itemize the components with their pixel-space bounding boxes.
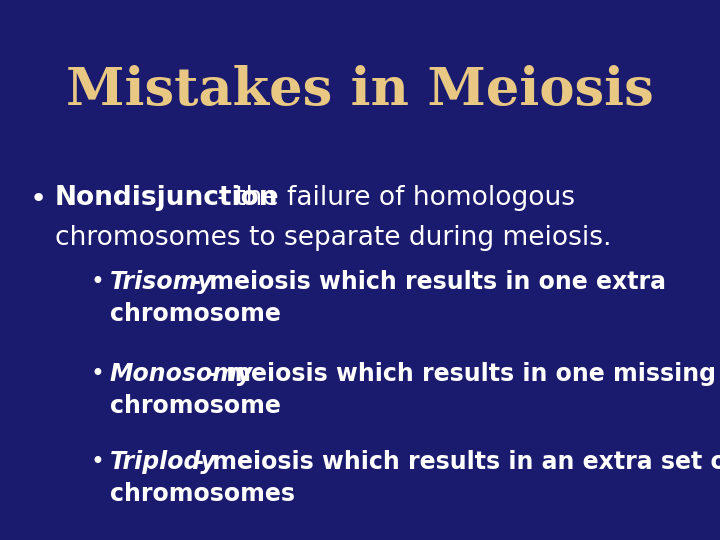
Text: chromosomes: chromosomes (110, 482, 295, 506)
Text: - meiosis which results in one extra: - meiosis which results in one extra (183, 270, 666, 294)
Text: Triplody: Triplody (110, 450, 217, 474)
Text: Monosomy: Monosomy (110, 362, 253, 386)
Text: •: • (30, 185, 48, 213)
Text: - meiosis which results in one missing: - meiosis which results in one missing (200, 362, 716, 386)
Text: chromosome: chromosome (110, 302, 281, 326)
Text: chromosome: chromosome (110, 394, 281, 418)
Text: •: • (90, 450, 104, 474)
Text: - the failure of homologous: - the failure of homologous (209, 185, 575, 211)
Text: - meiosis which results in an extra set of: - meiosis which results in an extra set … (186, 450, 720, 474)
Text: Trisomy: Trisomy (110, 270, 214, 294)
Text: •: • (90, 362, 104, 386)
Text: •: • (90, 270, 104, 294)
Text: Mistakes in Meiosis: Mistakes in Meiosis (66, 64, 654, 116)
Text: Nondisjunction: Nondisjunction (55, 185, 279, 211)
Text: chromosomes to separate during meiosis.: chromosomes to separate during meiosis. (55, 225, 611, 251)
